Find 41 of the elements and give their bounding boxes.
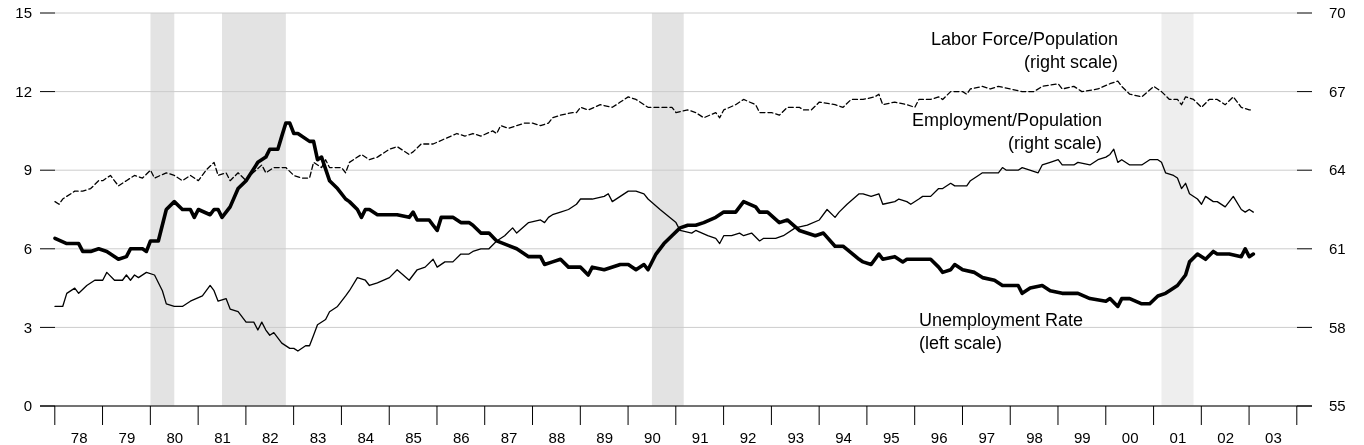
x-tick-label: 84 (357, 428, 375, 445)
y-tick-label: 6 (23, 240, 32, 258)
y2-tick-label: 58 (1329, 318, 1346, 336)
x-tick-label: 89 (596, 428, 614, 445)
x-tick-label: 96 (930, 428, 948, 445)
x-tick-label: 86 (453, 428, 470, 445)
y-tick-label: 3 (23, 318, 32, 336)
y-tick-label: 12 (15, 82, 32, 100)
x-tick-label: 80 (166, 428, 184, 445)
y-tick-label: 0 (23, 397, 32, 415)
series-label: Labor Force/Population (right scale) (930, 29, 1118, 72)
y2-tick-label: 70 (1329, 4, 1346, 22)
y2-tick-label: 64 (1329, 161, 1346, 179)
y-tick-label: 9 (23, 161, 32, 179)
x-tick-label: 95 (882, 428, 900, 445)
x-tick-label: 82 (261, 428, 279, 445)
x-tick-label: 92 (739, 428, 757, 445)
x-tick-label: 00 (1121, 428, 1139, 445)
series-label: Unemployment Rate (left scale) (919, 310, 1084, 353)
x-tick-label: 98 (1026, 428, 1043, 445)
x-tick-label: 81 (214, 428, 231, 445)
x-tick-label: 90 (644, 428, 661, 445)
x-tick-label: 99 (1074, 428, 1091, 445)
x-tick-label: 79 (118, 428, 136, 445)
series-label: Employment/Population (right scale) (911, 110, 1102, 153)
x-tick-label: 01 (1169, 428, 1187, 445)
x-tick-label: 78 (70, 428, 88, 445)
x-tick-label: 94 (835, 428, 852, 445)
x-tick-label: 02 (1217, 428, 1235, 445)
x-tick-label: 03 (1265, 428, 1282, 445)
y2-tick-label: 61 (1329, 240, 1346, 258)
x-tick-label: 93 (787, 428, 805, 445)
x-tick-label: 91 (691, 428, 709, 445)
y-tick-label: 15 (15, 4, 32, 22)
x-tick-label: 83 (309, 428, 327, 445)
x-tick-label: 85 (405, 428, 422, 445)
x-tick-label: 88 (548, 428, 566, 445)
y2-tick-label: 55 (1329, 397, 1346, 415)
x-tick-label: 97 (978, 428, 996, 445)
y2-tick-label: 67 (1329, 82, 1346, 100)
x-tick-label: 87 (500, 428, 518, 445)
